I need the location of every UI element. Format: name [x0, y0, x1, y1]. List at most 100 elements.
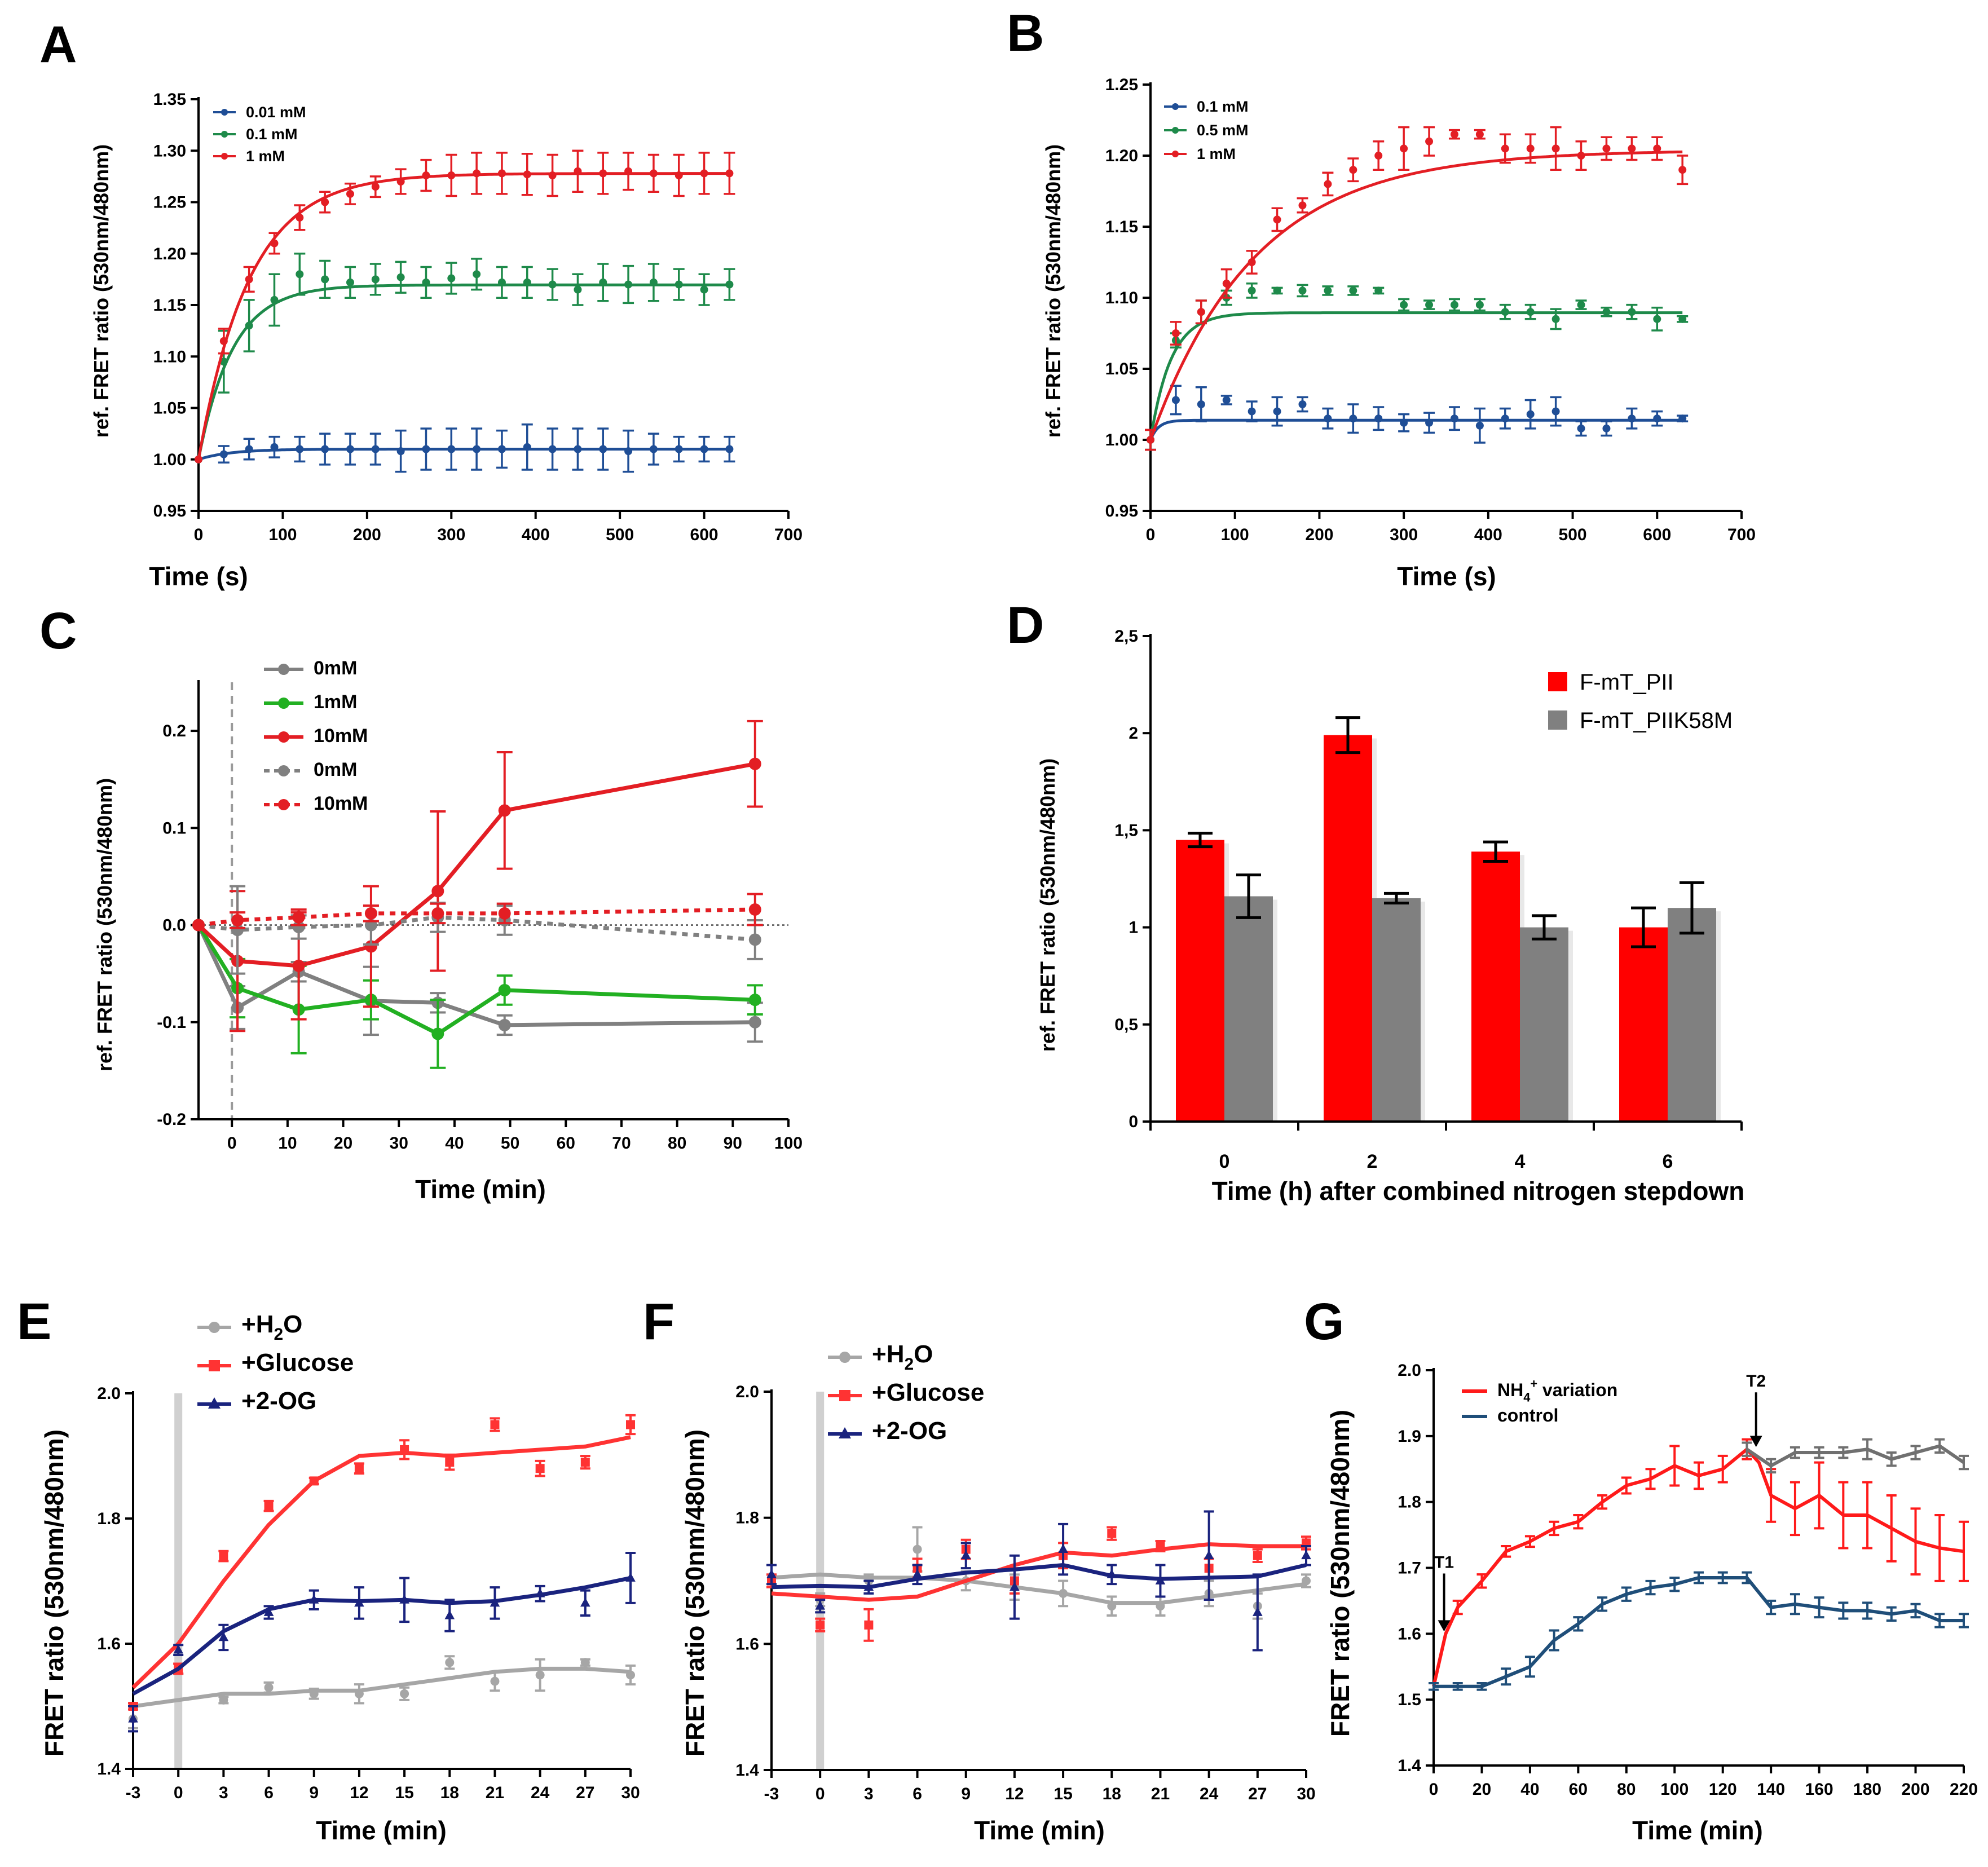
data-point: [748, 903, 761, 916]
x-tick-label: 100: [268, 526, 297, 544]
data-point: [649, 445, 658, 453]
series-line: [1745, 1444, 1965, 1468]
y-axis-title: ref. FRET ratio (530nm/480nm): [93, 778, 116, 1071]
data-point: [1551, 144, 1560, 153]
legend-marker: [221, 109, 228, 116]
data-point: [1602, 424, 1611, 432]
data-point: [523, 443, 531, 451]
data-point: [1222, 396, 1231, 404]
y-tick-label: 1.00: [1105, 431, 1138, 449]
y-tick-label: 1.8: [1398, 1493, 1421, 1512]
data-point: [548, 171, 557, 180]
legend-marker: [278, 765, 289, 776]
data-point: [649, 169, 658, 178]
data-point: [1400, 301, 1408, 309]
annotation-t1: T1: [1434, 1553, 1454, 1632]
data-point: [128, 1713, 138, 1723]
data-point: [1059, 1588, 1068, 1598]
panel-label: F: [643, 1293, 675, 1350]
panel-a: 0.95 1.00 1.05 1.10 1.15 1.20 1.25 1.30 1.35 0 100…: [39, 16, 803, 591]
legend-marker: [839, 1390, 850, 1401]
y-tick-label: 1.15: [1105, 218, 1138, 236]
data-point: [1653, 414, 1661, 423]
y-tick-label: 2,5: [1114, 627, 1138, 646]
data-point: [1475, 421, 1484, 430]
data-point: [1678, 315, 1687, 323]
legend-label: 1 mM: [1197, 145, 1236, 162]
x-tick-label: 27: [576, 1784, 594, 1802]
data-point: [1273, 407, 1281, 416]
y-tick-label: 1.4: [735, 1761, 759, 1780]
data-point: [1450, 130, 1458, 139]
data-point: [364, 907, 377, 920]
x-tick-label: 18: [440, 1784, 459, 1802]
x-tick-label: 30: [1297, 1785, 1315, 1803]
bar-f-mt-pii-2: [1324, 735, 1372, 1122]
x-tick-label: 12: [1005, 1785, 1024, 1803]
legend-label: 10mM: [314, 725, 368, 747]
data-point: [445, 1458, 455, 1467]
data-point: [1155, 1575, 1166, 1584]
data-point: [1248, 407, 1256, 416]
x-tick-label: 6: [264, 1784, 274, 1802]
data-point: [1253, 1606, 1263, 1616]
x-tick-label: 30: [621, 1784, 640, 1802]
data-point: [1107, 1569, 1117, 1578]
data-point: [535, 1670, 545, 1680]
data-point: [270, 443, 279, 451]
y-tick-label: 1.7: [1398, 1559, 1421, 1578]
x-tick-label: 300: [437, 526, 465, 544]
x-tick-label: 21: [1151, 1785, 1170, 1803]
legend-label-sup: +: [1530, 1377, 1537, 1391]
legend-entry-1-mm: 1 mM: [213, 148, 285, 165]
x-tick-label: 500: [606, 526, 634, 544]
data-point: [371, 445, 380, 453]
data-point: [748, 994, 761, 1007]
data-point: [447, 171, 456, 180]
data-point: [445, 1658, 455, 1667]
legend-marker: [278, 698, 289, 709]
x-category-label: 2: [1367, 1151, 1378, 1172]
series-nh-variation: [1432, 1438, 1969, 1687]
data-point: [1628, 144, 1636, 153]
y-tick-label: -0.2: [157, 1110, 186, 1129]
data-point: [497, 445, 506, 453]
data-point: [1253, 1551, 1262, 1560]
series-h-o: [128, 1655, 636, 1729]
x-tick-label: 60: [1569, 1780, 1588, 1799]
y-tick-label: 1.20: [1105, 147, 1138, 165]
series-line: [132, 1575, 631, 1696]
x-tick-label: 24: [1200, 1785, 1219, 1803]
data-point: [1526, 410, 1535, 418]
data-point: [1324, 414, 1332, 423]
legend-label-sub: 2: [274, 1325, 283, 1344]
series-line: [771, 1572, 1307, 1605]
legend-marker: [221, 153, 228, 160]
x-tick-label: 120: [1709, 1780, 1737, 1799]
data-point: [195, 455, 202, 464]
legend-entry-h-o: +H2O: [828, 1340, 933, 1374]
data-point: [1349, 166, 1357, 174]
data-point: [1653, 144, 1661, 153]
x-tick-label: 400: [1474, 526, 1502, 544]
data-point: [364, 940, 377, 953]
series-glucose: [128, 1414, 636, 1711]
y-tick-label: 1,5: [1114, 821, 1138, 840]
data-point: [296, 445, 304, 453]
data-point: [431, 1027, 444, 1040]
y-tick-label: 1.30: [153, 142, 186, 160]
y-axis-title: ref. FRET ratio (530nm/480nm): [1036, 758, 1059, 1052]
y-tick-label: 1.10: [153, 347, 186, 366]
legend-label: 0.5 mM: [1197, 122, 1249, 139]
y-tick-label: 1.8: [735, 1509, 759, 1528]
data-point: [1374, 152, 1383, 160]
data-point: [473, 445, 481, 453]
y-tick-label: 1: [1129, 919, 1138, 937]
series-0-1-mm: [1145, 385, 1689, 451]
data-point: [498, 983, 511, 996]
data-point: [490, 1420, 500, 1429]
y-tick-label: 1.20: [153, 245, 186, 263]
data-point: [1425, 301, 1434, 309]
data-point: [1450, 414, 1458, 423]
legend-label: F-mT_PIIK58M: [1580, 708, 1733, 733]
